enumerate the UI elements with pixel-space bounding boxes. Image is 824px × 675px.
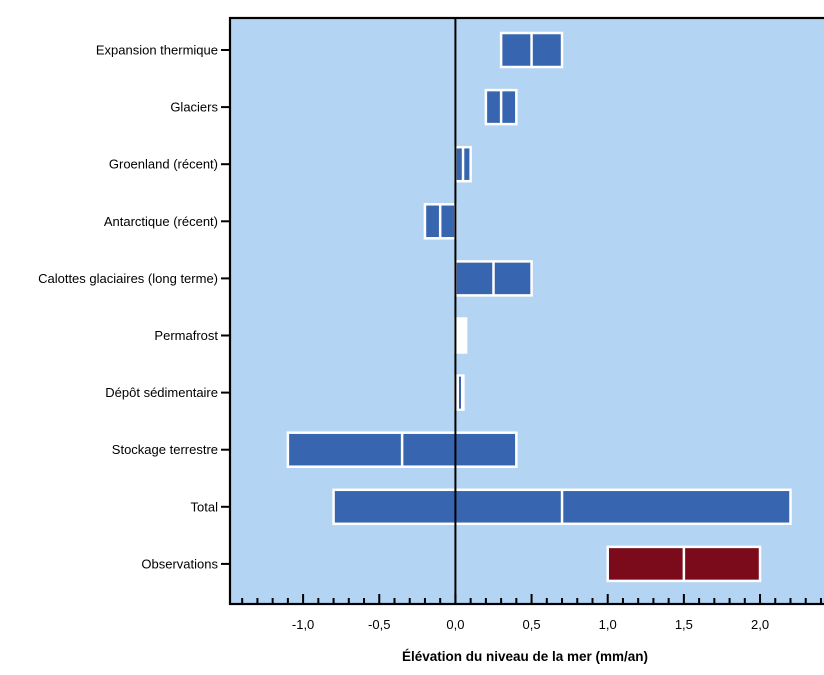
category-label: Observations — [141, 556, 218, 571]
x-axis-tick-labels: -1,0 -0,5 0,0 0,5 1,0 1,5 2,0 — [292, 617, 769, 632]
x-axis-title: Élévation du niveau de la mer (mm/an) — [402, 649, 648, 664]
category-label: Calottes glaciaires (long terme) — [38, 271, 218, 286]
category-label: Total — [191, 499, 219, 514]
bars-group — [286, 31, 792, 583]
category-label: Antarctique (récent) — [104, 214, 218, 229]
category-label: Groenland (récent) — [109, 157, 218, 172]
category-labels: Expansion thermique Glaciers Groenland (ré… — [38, 43, 218, 572]
x-axis-ticks — [241, 594, 822, 604]
category-label: Permafrost — [154, 328, 218, 343]
x-tick-label: 2,0 — [751, 617, 769, 632]
x-tick-label: 1,0 — [599, 617, 617, 632]
category-label: Glaciers — [170, 100, 218, 115]
x-tick-label: -0,5 — [368, 617, 390, 632]
plot-frame — [228, 16, 824, 606]
category-label: Stockage terrestre — [112, 442, 218, 457]
x-tick-label: 0,5 — [523, 617, 541, 632]
category-ticks — [221, 49, 230, 565]
x-tick-label: -1,0 — [292, 617, 314, 632]
x-tick-label: 0,0 — [446, 617, 464, 632]
x-tick-label: 1,5 — [675, 617, 693, 632]
bar-5 — [454, 317, 468, 354]
category-label: Dépôt sédimentaire — [105, 385, 218, 400]
category-label: Expansion thermique — [96, 43, 218, 58]
